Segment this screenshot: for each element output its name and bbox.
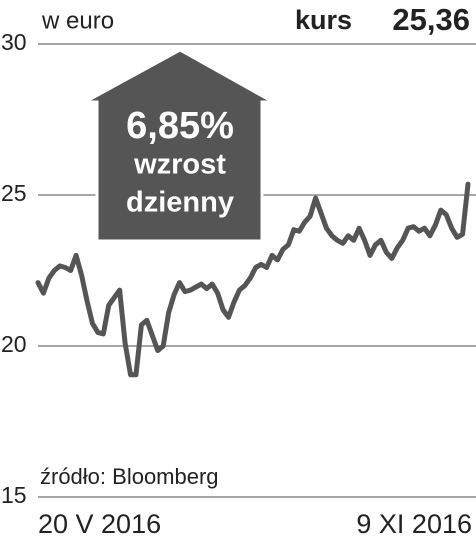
y-axis-label: w euro: [41, 7, 114, 34]
annotation-text: wzrost: [133, 149, 226, 181]
price-line: [35, 181, 471, 378]
x-tick-label: 9 XI 2016: [356, 509, 472, 539]
current-value: 25,36: [392, 2, 470, 37]
annotation-arrow: [84, 48, 279, 243]
y-tick-label: 25: [1, 180, 27, 206]
y-tick-label: 20: [1, 331, 27, 357]
y-tick-label: 15: [1, 482, 27, 508]
x-tick-label: 20 V 2016: [38, 509, 161, 539]
y-tick-label: 30: [1, 29, 27, 55]
source: źródło: Bloomberg: [40, 464, 219, 489]
annotation-change: 6,85%: [126, 105, 234, 147]
annotation-text: dzienny: [126, 187, 234, 219]
current-label: kurs: [295, 5, 352, 35]
